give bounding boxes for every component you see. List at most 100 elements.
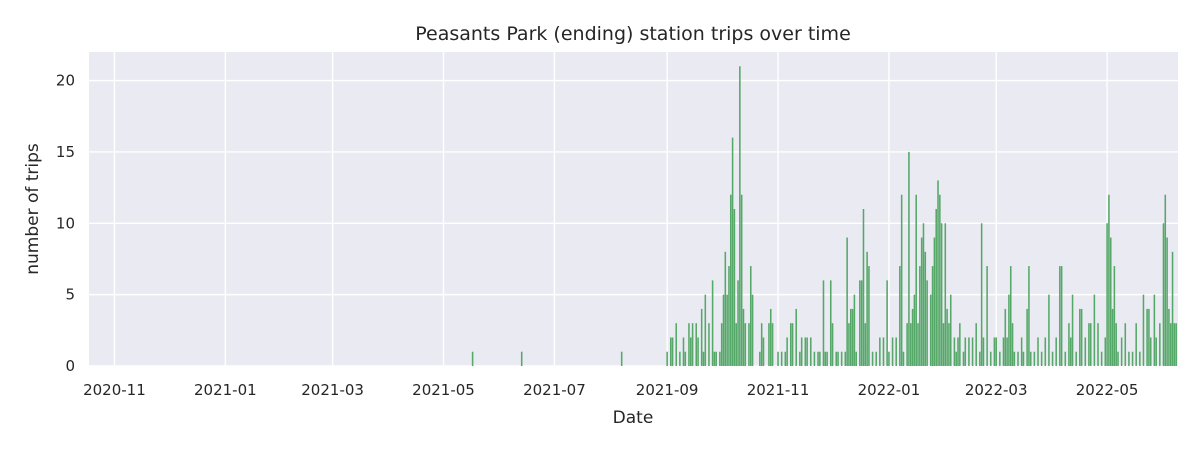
bar [1104, 337, 1107, 366]
bars [471, 66, 1177, 367]
bar [959, 323, 961, 366]
bar [759, 351, 761, 366]
bar [1011, 323, 1014, 366]
bar [688, 323, 690, 366]
bar [824, 351, 827, 366]
bar [1008, 294, 1010, 366]
bar [1148, 308, 1150, 366]
bar [915, 194, 917, 366]
bar [1068, 323, 1070, 366]
bar [1040, 351, 1043, 366]
x-axis-ticks: 2020-11 2021-01 2021-03 2021-05 2021-07 2021-… [83, 381, 1138, 399]
chart-title: Peasants Park (ending) station trips ove… [415, 23, 851, 45]
bar [795, 308, 797, 366]
bar [1071, 294, 1074, 366]
bar [860, 280, 863, 366]
bar [1080, 308, 1083, 366]
bar [1020, 337, 1023, 366]
bar [1106, 223, 1108, 366]
bar [722, 294, 725, 366]
bar [968, 337, 970, 366]
bar [1155, 337, 1157, 366]
bar [1069, 337, 1072, 366]
bar [751, 294, 754, 366]
x-tick-label: 2022-05 [1076, 381, 1139, 399]
bar [891, 337, 894, 366]
bar [702, 351, 705, 366]
bar [922, 223, 925, 366]
y-tick-label: 0 [65, 357, 75, 375]
bar [953, 337, 956, 366]
bar [989, 351, 992, 366]
grid [89, 52, 1178, 367]
bar [729, 194, 732, 366]
y-axis-ticks: 0 5 10 15 20 [56, 72, 75, 375]
bar [871, 351, 874, 366]
bar [933, 237, 936, 366]
bar [1055, 337, 1057, 366]
bar [940, 223, 943, 366]
bar [899, 266, 901, 366]
bar [737, 280, 739, 366]
bar [946, 308, 948, 366]
bar [1059, 266, 1061, 366]
x-tick-label: 2021-01 [194, 381, 257, 399]
x-tick-label: 2022-01 [858, 381, 921, 399]
bar [1146, 308, 1148, 366]
bar [760, 323, 763, 366]
bar [986, 266, 988, 366]
bar [791, 323, 794, 366]
bar [837, 351, 839, 366]
bar [826, 351, 828, 366]
bar [809, 337, 812, 366]
bar [993, 337, 996, 366]
bar [713, 351, 716, 366]
bar [1100, 351, 1103, 366]
bar [520, 351, 523, 366]
bar [789, 323, 792, 366]
bar [835, 351, 837, 366]
bar [895, 337, 897, 366]
bar [739, 66, 741, 367]
bar [748, 323, 750, 366]
bar [975, 323, 977, 366]
x-tick-label: 2022-03 [965, 381, 1028, 399]
bar [829, 280, 832, 366]
bar [955, 351, 957, 366]
bar [1022, 351, 1025, 366]
bar [780, 351, 783, 366]
plot-area [89, 52, 1178, 366]
bar [1111, 308, 1114, 366]
x-tick-label: 2021-05 [412, 381, 475, 399]
bar [859, 280, 861, 366]
y-tick-label: 20 [56, 72, 75, 90]
bar [620, 351, 623, 366]
bar [806, 337, 808, 366]
bar [666, 351, 668, 366]
bar [1064, 351, 1067, 366]
y-tick-label: 10 [56, 214, 75, 232]
bar [913, 294, 916, 366]
bar [726, 294, 728, 366]
x-tick-label: 2021-03 [301, 381, 364, 399]
bar [1048, 294, 1050, 366]
bar [1026, 308, 1028, 366]
bar [886, 280, 888, 366]
bar [671, 337, 674, 366]
bar [931, 266, 934, 366]
bar [1097, 323, 1099, 366]
y-tick-label: 15 [56, 143, 75, 161]
x-tick-label: 2020-11 [83, 381, 146, 399]
bar [879, 337, 881, 366]
bar [1088, 323, 1090, 366]
bar [799, 351, 801, 366]
bar [697, 337, 699, 366]
bar [784, 351, 787, 366]
bar [911, 308, 914, 366]
y-tick-label: 5 [65, 286, 75, 304]
bar [1028, 266, 1030, 366]
bar [862, 209, 865, 366]
bar [1120, 337, 1123, 366]
bar [1162, 223, 1165, 366]
bar [853, 294, 856, 366]
